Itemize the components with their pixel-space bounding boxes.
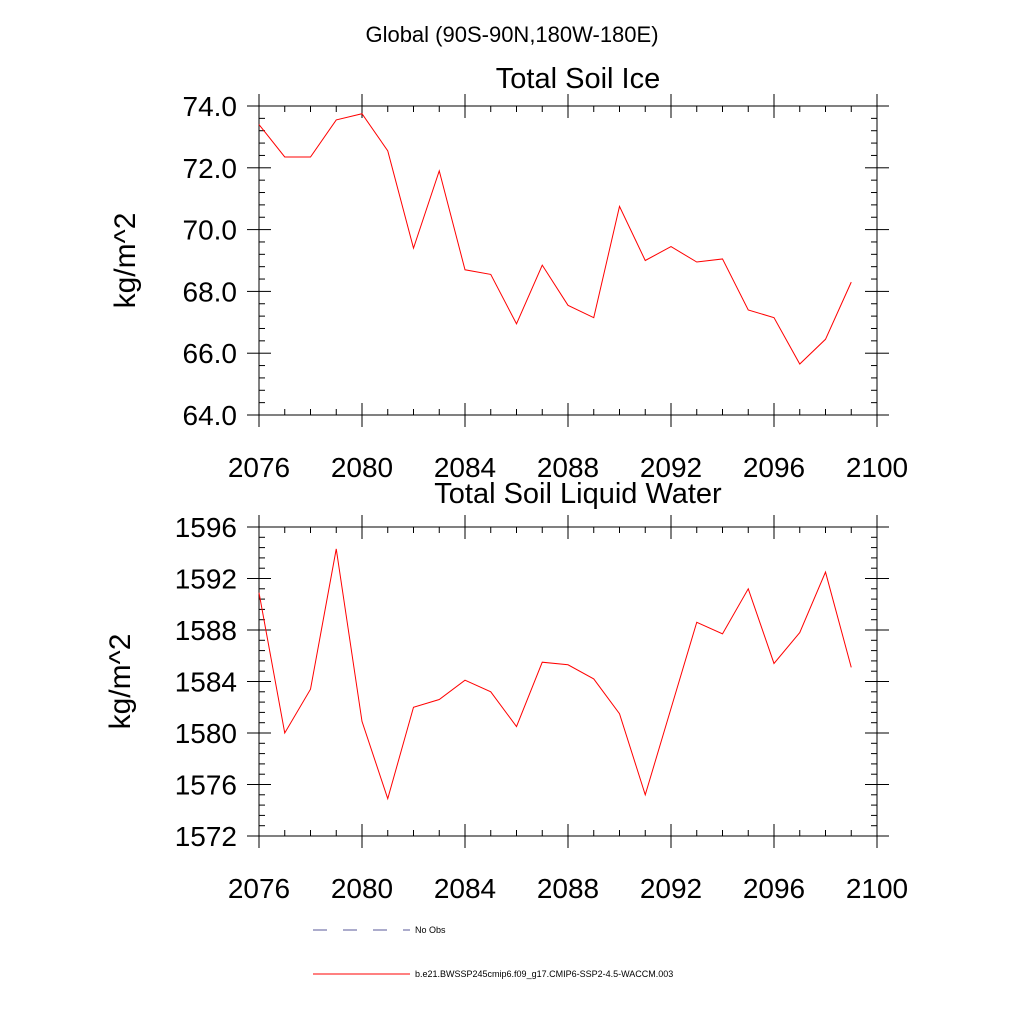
x-tick-label: 2096 [743,873,805,904]
x-tick-label: 2080 [331,873,393,904]
y-tick-label: 72.0 [183,153,238,184]
x-tick-label: 2084 [434,452,496,483]
legend: No Obs b.e21.BWSSP245cmip6.f09_g17.CMIP6… [313,925,673,979]
x-tick-label: 2100 [846,452,908,483]
x-tick-label: 2100 [846,873,908,904]
x-tick-label: 2096 [743,452,805,483]
x-tick-label: 2092 [640,873,702,904]
x-tick-label: 2076 [228,873,290,904]
y-tick-label: 1572 [175,821,237,852]
chart-title: Total Soil Ice [496,63,660,95]
x-tick-label: 2080 [331,452,393,483]
legend-no-obs-label: No Obs [415,925,446,935]
series-line [258,548,852,801]
x-tick-label: 2076 [228,452,290,483]
legend-model-label: b.e21.BWSSP245cmip6.f09_g17.CMIP6-SSP2-4… [415,969,673,979]
series-line [258,113,852,365]
y-tick-label: 64.0 [183,400,238,431]
y-tick-label: 1592 [175,564,237,595]
y-tick-label: 1576 [175,770,237,801]
y-tick-label: 1584 [175,667,237,698]
plot-frame [258,105,878,416]
y-tick-label: 1580 [175,718,237,749]
plot-frame [258,526,878,837]
panel-total-soil-liquid-water: Total Soil Liquid Water kg/m^2 2076 2080 208… [104,478,908,904]
y-tick-label: 1596 [175,512,237,543]
y-tick-label: 68.0 [183,276,238,307]
y-tick-label: 70.0 [183,215,238,246]
panel-total-soil-ice: Total Soil Ice kg/m^2 2076 2080 2084 2088 2092… [109,63,908,483]
figure-title: Global (90S-90N,180W-180E) [365,22,658,47]
x-tick-label: 2088 [537,452,599,483]
y-tick-label: 1588 [175,615,237,646]
y-axis-label: kg/m^2 [104,634,137,730]
chart-title: Total Soil Liquid Water [434,478,722,510]
x-tick-label: 2088 [537,873,599,904]
y-axis-label: kg/m^2 [109,213,142,309]
x-tick-label: 2092 [640,452,702,483]
y-tick-label: 74.0 [183,91,238,122]
x-tick-label: 2084 [434,873,496,904]
y-tick-label: 66.0 [183,338,238,369]
